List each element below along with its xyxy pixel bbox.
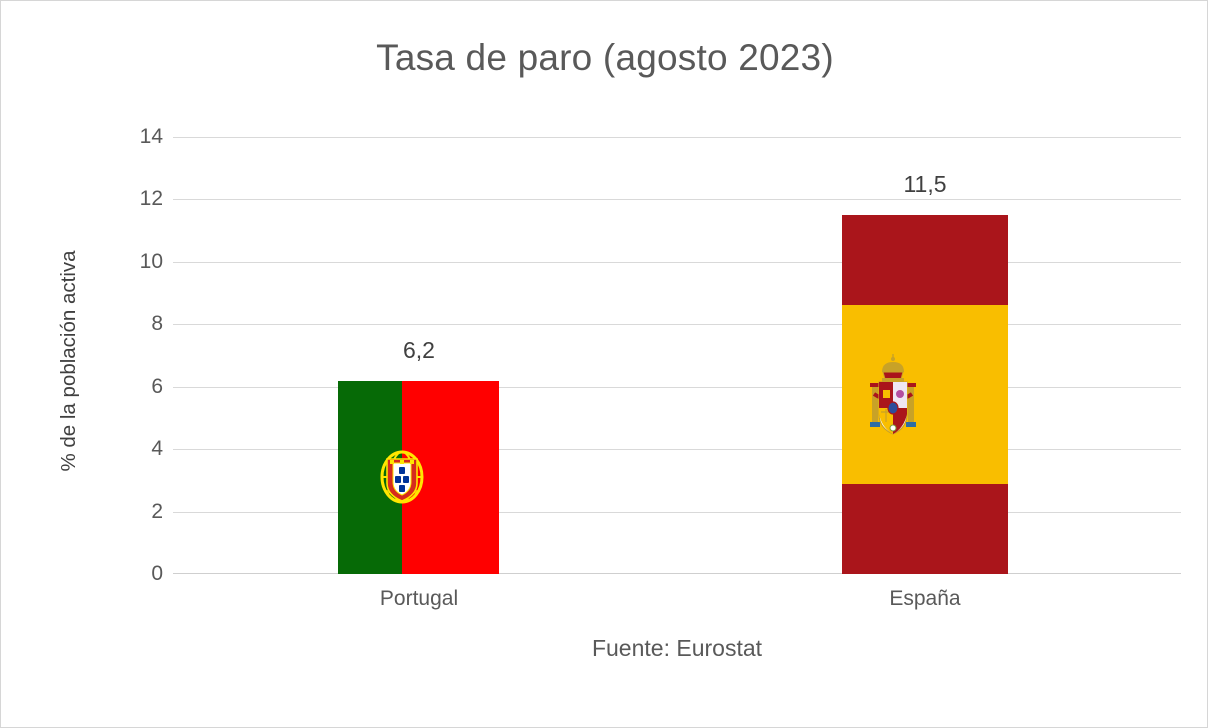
y-tick-label: 10 <box>139 250 163 273</box>
gridline <box>173 449 1181 450</box>
bar-portugal[interactable] <box>338 380 499 574</box>
spain-flag-yellow-band <box>842 304 1008 485</box>
plot-area <box>173 137 1181 574</box>
gridline <box>173 262 1181 263</box>
spain-coat-of-arms-icon <box>870 353 917 435</box>
data-label-espana: 11,5 <box>903 171 947 197</box>
x-category-label-portugal: Portugal <box>379 587 459 610</box>
y-axis-title: % de la población activa <box>57 250 80 472</box>
y-tick-label: 0 <box>151 562 163 585</box>
gridline <box>173 199 1181 200</box>
gridline <box>173 324 1181 325</box>
bar-espana[interactable] <box>842 215 1008 574</box>
gridline <box>173 137 1181 138</box>
portugal-coat-of-arms-icon <box>380 450 424 504</box>
chart-source-note: Fuente: Eurostat <box>591 635 763 661</box>
gridline <box>173 512 1181 513</box>
axis-baseline <box>173 573 1181 574</box>
y-tick-label: 6 <box>151 375 163 398</box>
data-label-portugal: 6,2 <box>403 337 435 363</box>
y-tick-label: 12 <box>139 187 163 210</box>
y-tick-label: 4 <box>151 437 163 460</box>
y-tick-label: 8 <box>151 312 163 335</box>
spain-flag-red-band-bottom <box>842 484 1008 574</box>
chart-title: Tasa de paro (agosto 2023) <box>376 37 834 78</box>
y-tick-label: 14 <box>139 125 163 148</box>
spain-flag-red-band-top <box>842 215 1008 305</box>
y-tick-label: 2 <box>151 500 163 523</box>
gridline <box>173 387 1181 388</box>
x-category-label-espana: España <box>889 587 961 610</box>
spain-flag-icon <box>842 215 1008 574</box>
